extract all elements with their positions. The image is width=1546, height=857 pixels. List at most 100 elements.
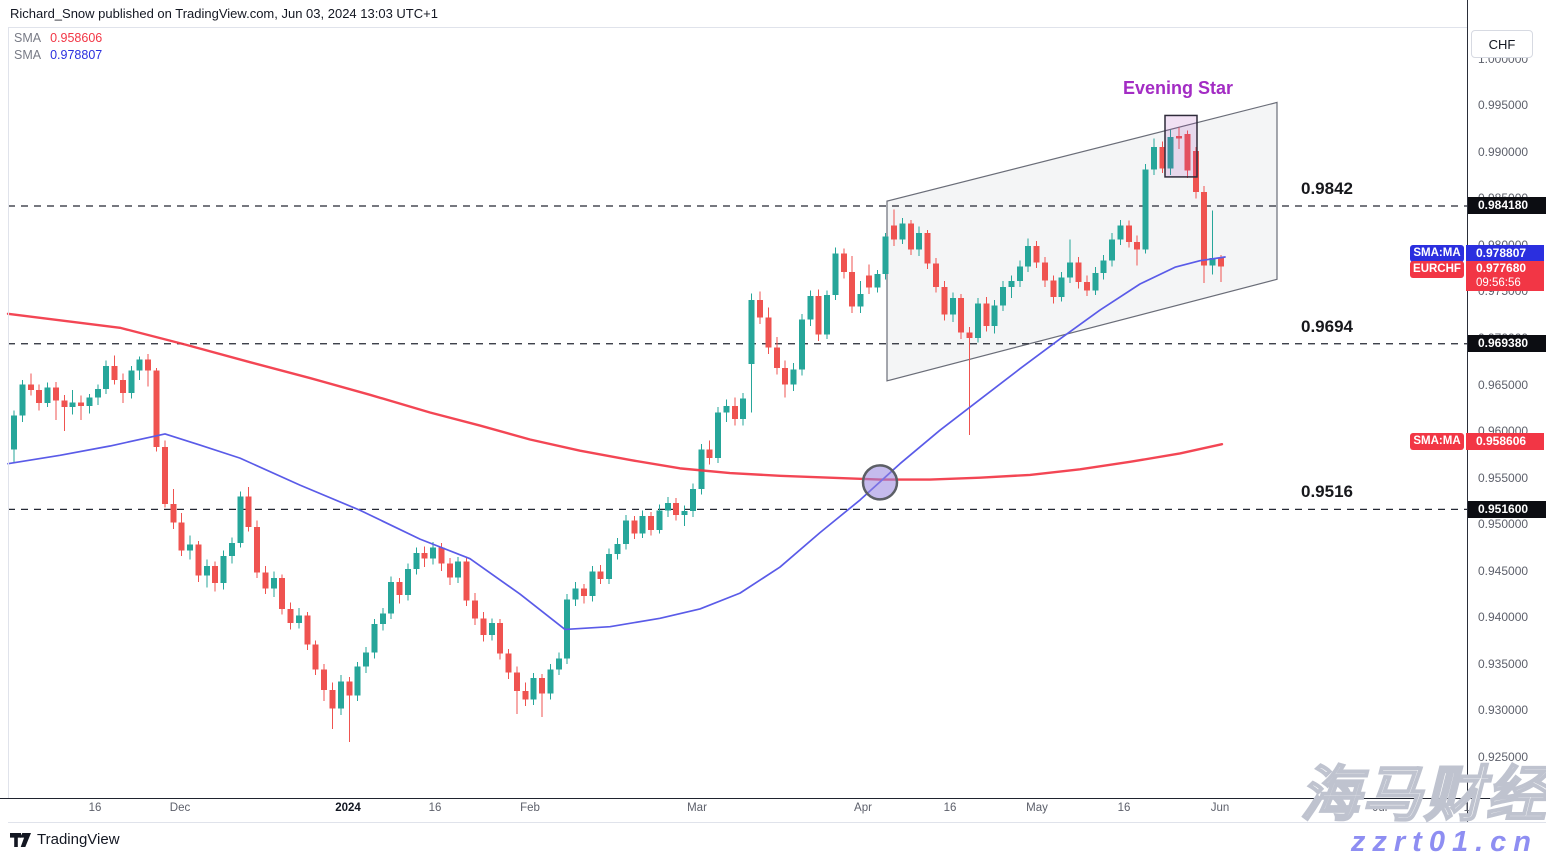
crossover-circle[interactable] [861,464,899,501]
currency-toggle-button[interactable]: CHF [1471,30,1533,58]
candle-body [379,613,386,624]
candle-body [329,689,336,709]
price-tag-side-label: EURCHF [1410,260,1464,278]
y-axis-tick: 0.945000 [1478,563,1529,578]
candle-body [522,690,529,700]
candle-body [1033,245,1040,263]
candle-body [1134,242,1141,250]
publisher-line: Richard_Snow published on TradingView.co… [10,6,438,21]
price-tag-value: 0.977680 09:56:56 [1466,260,1544,291]
x-axis-tick: Feb [520,802,540,814]
candle-body [312,644,319,670]
sma-slow-line[interactable] [6,312,1224,481]
candle-body [354,666,361,696]
candle-body [916,232,923,250]
candle-body [170,503,177,523]
candle-body [371,623,378,653]
x-axis-tick: 16 [1117,802,1131,814]
candle-body [396,581,403,596]
candle-body [882,236,889,274]
ascending-channel[interactable] [886,101,1278,382]
candle-body [1092,272,1099,291]
candle-body [756,299,763,318]
candle-body [321,669,328,690]
candle-body [44,387,51,404]
level-price-tag: 0.969380 [1468,335,1546,353]
candle-body [119,379,126,393]
candle-body [463,561,470,601]
legend-sma2-value: 0.978807 [50,48,103,62]
candle-body [941,286,948,315]
candle-body [245,496,252,528]
candle-body [1201,191,1208,266]
legend-sma-slow[interactable]: SMA 0.958606 [14,31,102,45]
candle-body [907,223,914,250]
footer-divider-line [8,822,1546,823]
candle-body [865,275,872,288]
y-axis-tick: 0.930000 [1478,703,1529,718]
candle-body [287,608,294,623]
candle-body [270,578,277,589]
candle-body [1100,260,1107,273]
x-axis-tick: 16 [1463,802,1477,814]
candle-body [1125,225,1132,243]
candle-body [1025,245,1032,267]
evening-star-box[interactable] [1164,114,1198,178]
x-axis-tick: Jun [1210,802,1230,814]
price-tag-value: 0.978807 [1466,245,1544,262]
level-text-label[interactable]: 0.9694 [1301,316,1353,336]
candle-body [782,367,789,385]
price-tag-value: 0.969380 [1468,335,1546,353]
candle-body [203,566,210,576]
candle-body [1058,277,1065,298]
candle-body [1159,147,1166,169]
candle-body [622,520,629,544]
candle-body [572,588,579,600]
tradingview-footer[interactable]: TradingView [10,831,120,848]
y-axis-tick: 0.955000 [1478,470,1529,485]
candle-body [689,488,696,512]
candle-body [958,297,965,333]
candle-body [723,405,730,413]
candle-body [1041,262,1048,281]
candle-body [589,571,596,596]
candle-body [849,271,856,307]
tradingview-brand-text: TradingView [37,831,120,848]
price-tag-value: 0.958606 [1466,433,1544,451]
level-text-label[interactable]: 0.9516 [1301,482,1353,502]
price-tag-value: 0.984180 [1468,197,1546,215]
candle-body [337,681,344,709]
candle-body [279,578,286,609]
level-price-tag: 0.951600 [1468,500,1546,518]
candle-body [933,263,940,287]
candle-body [740,398,747,420]
x-axis-tick: Jul [1372,802,1388,814]
candle-body [966,332,973,339]
candle-body [824,295,831,335]
candle-body [61,400,68,407]
candle-body [19,384,26,416]
candle-body [94,389,101,398]
level-text-label[interactable]: 0.9842 [1301,178,1353,198]
candle-body [983,303,990,326]
candle-body [195,544,202,576]
candle-body [899,223,906,240]
candle-body [807,296,814,320]
y-axis-tick: 0.990000 [1478,144,1529,159]
y-axis-tick: 0.965000 [1478,377,1529,392]
y-axis-tick: 0.950000 [1478,517,1529,532]
candle-body [706,449,713,459]
candle-body [606,554,613,580]
candle-body [614,543,621,555]
candle-body [790,369,797,385]
candle-body [715,412,722,459]
legend-sma-fast[interactable]: SMA 0.978807 [14,48,102,62]
candle-body [1075,262,1082,283]
candle-body [530,677,537,700]
candle-body [748,299,755,365]
sma-fast-line[interactable] [7,256,1226,631]
candle-body [404,568,411,596]
candle-body [421,553,428,559]
